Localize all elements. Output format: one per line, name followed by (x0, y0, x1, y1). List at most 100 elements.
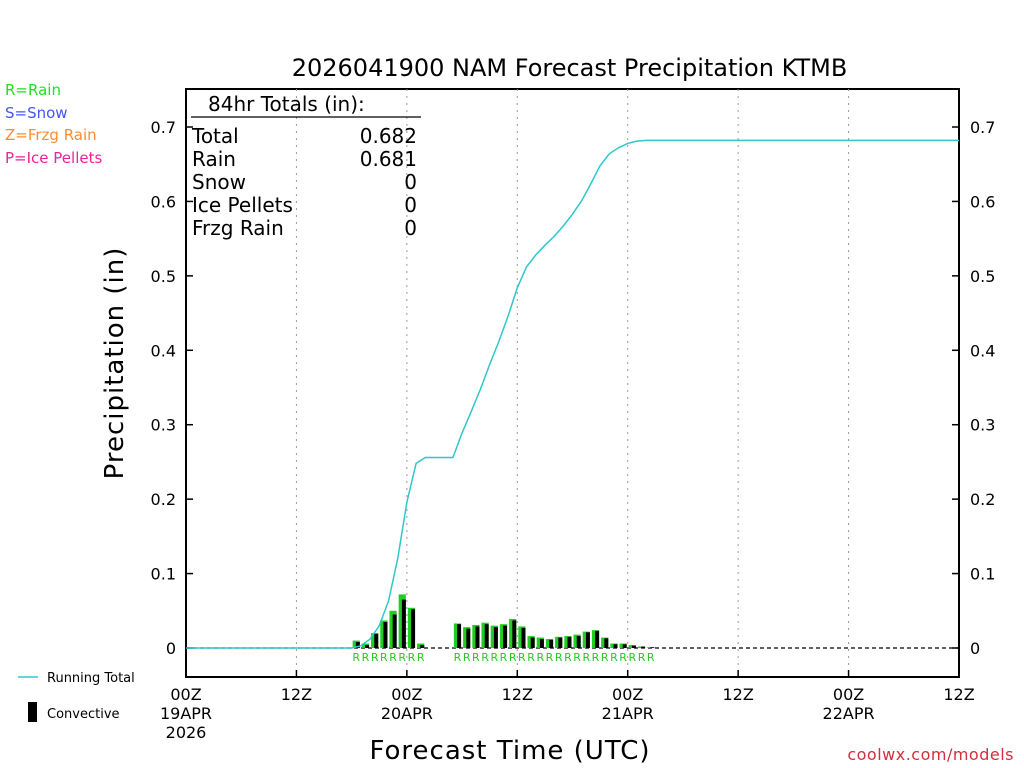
convective-bar (622, 644, 627, 648)
y-tick-label-left: 0.6 (151, 192, 176, 211)
totals-row-value: 0 (404, 193, 417, 217)
y-tick-label-right: 0.6 (970, 192, 995, 211)
x-tick-label: 21APR (602, 704, 654, 723)
totals-row-label: Ice Pellets (192, 193, 293, 217)
y-tick-label-left: 0.7 (151, 118, 176, 137)
y-tick-label-left: 0 (166, 639, 176, 658)
convective-bar (457, 624, 462, 648)
convective-bar (355, 642, 360, 648)
convective-bar (539, 639, 544, 648)
x-tick-label: 19APR (160, 704, 212, 723)
totals-header: 84hr Totals (in): (208, 92, 365, 116)
y-tick-label-right: 0.5 (970, 267, 995, 286)
convective-bar (650, 647, 655, 648)
precip-type-marker: R (463, 651, 471, 664)
legend-rain-key: R=Rain (5, 81, 61, 99)
precip-type-marker: R (564, 651, 572, 664)
precip-type-marker: R (398, 651, 406, 664)
totals-row-label: Snow (192, 170, 246, 194)
convective-bar (484, 624, 489, 648)
convective-bar (576, 636, 581, 648)
convective-bar (641, 646, 646, 648)
legend-convective-swatch (28, 702, 37, 722)
convective-bar (631, 645, 636, 648)
convective-bar (503, 625, 508, 648)
precip-type-marker: R (490, 651, 498, 664)
convective-bar (365, 645, 370, 648)
x-axis-label: Forecast Time (UTC) (369, 736, 650, 766)
totals-row-label: Rain (192, 147, 236, 171)
precip-type-marker: R (380, 651, 388, 664)
precip-type-marker: R (592, 651, 600, 664)
convective-bar (411, 609, 416, 648)
totals-row-value: 0.681 (360, 147, 417, 171)
precip-type-marker: R (638, 651, 646, 664)
x-tick-label: 20APR (381, 704, 433, 723)
y-tick-label-right: 0.7 (970, 118, 995, 137)
convective-bar (595, 630, 600, 648)
precip-type-marker: R (352, 651, 360, 664)
precip-type-marker: R (362, 651, 370, 664)
convective-bar (613, 644, 618, 648)
precip-type-marker: R (454, 651, 462, 664)
y-tick-label-left: 0.4 (151, 341, 176, 360)
x-tick-label: 12Z (943, 685, 974, 704)
y-tick-label-left: 0.5 (151, 267, 176, 286)
y-tick-label-left: 0.1 (151, 565, 176, 584)
totals-row-label: Frzg Rain (192, 216, 284, 240)
x-tick-label: 00Z (612, 685, 643, 704)
precip-type-marker: R (371, 651, 379, 664)
convective-bar (585, 632, 590, 648)
convective-bar (521, 627, 526, 648)
convective-bar (374, 633, 379, 648)
convective-bar (466, 628, 471, 648)
convective-bar (512, 620, 517, 648)
running-total-line (186, 139, 959, 649)
precip-type-marker: R (610, 651, 618, 664)
x-tick-label: 22APR (823, 704, 875, 723)
precip-type-marker: R (555, 651, 563, 664)
precip-type-marker: R (582, 651, 590, 664)
x-tick-label: 12Z (502, 685, 533, 704)
y-tick-label-right: 0.3 (970, 416, 995, 435)
convective-bar (420, 645, 425, 648)
precip-type-marker: R (619, 651, 627, 664)
totals-row-label: Total (191, 124, 239, 148)
precip-type-marker: R (509, 651, 517, 664)
y-tick-label-left: 0.3 (151, 416, 176, 435)
precip-type-marker: R (518, 651, 526, 664)
x-tick-label: 00Z (170, 685, 201, 704)
y-tick-label-right: 0 (970, 639, 980, 658)
precip-type-marker: R (536, 651, 544, 664)
legend-frzg-rain-key: Z=Frzg Rain (5, 126, 97, 144)
precip-type-marker: R (628, 651, 636, 664)
legend-ice-pellets-key: P=Ice Pellets (5, 149, 103, 167)
precip-type-marker: R (647, 651, 655, 664)
legend-running-total-label: Running Total (47, 671, 135, 686)
totals-row-value: 0 (404, 170, 417, 194)
totals-row-value: 0.682 (360, 124, 417, 148)
convective-bar (401, 599, 406, 648)
precip-type-marker: R (601, 651, 609, 664)
convective-bar (475, 626, 480, 648)
precip-type-marker: R (481, 651, 489, 664)
y-tick-label-right: 0.1 (970, 565, 995, 584)
convective-bar (558, 637, 563, 648)
x-tick-label: 12Z (722, 685, 753, 704)
totals-row-value: 0 (404, 216, 417, 240)
precip-type-marker: R (573, 651, 581, 664)
y-tick-label-right: 0.4 (970, 341, 995, 360)
precip-type-marker: R (417, 651, 425, 664)
x-tick-label: 00Z (391, 685, 422, 704)
legend-snow-key: S=Snow (5, 104, 68, 122)
convective-bar (493, 627, 498, 648)
convective-bar (549, 639, 554, 648)
precip-type-marker: R (472, 651, 480, 664)
convective-bar (567, 636, 572, 648)
site-credit: coolwx.com/models (847, 745, 1014, 764)
convective-bar (530, 637, 535, 648)
legend-convective-label: Convective (47, 707, 120, 722)
precip-type-marker: R (527, 651, 535, 664)
x-tick-label: 00Z (833, 685, 864, 704)
